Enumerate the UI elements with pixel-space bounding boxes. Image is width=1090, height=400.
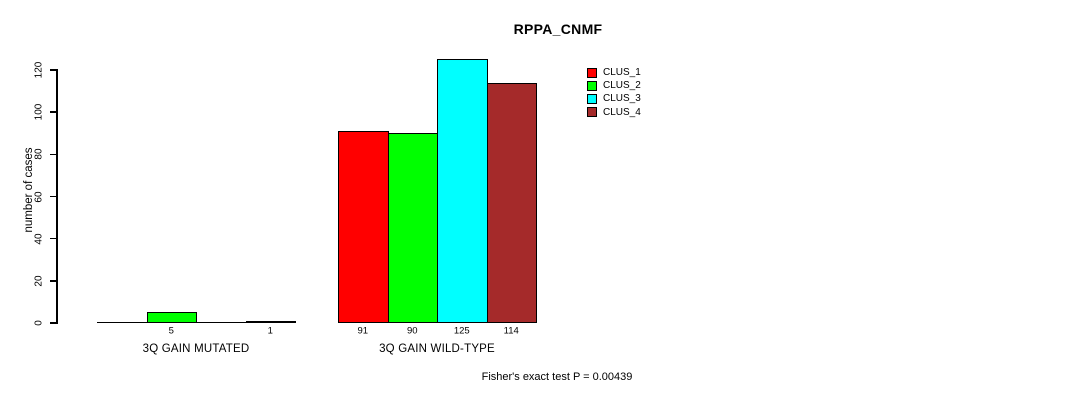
y-tick-mark [50,153,57,156]
legend-label-clus-2: CLUS_2 [603,80,641,92]
x-group-label-3q-gain-mutated: 3Q GAIN MUTATED [142,343,250,355]
legend-label-clus-4: CLUS_4 [603,106,641,118]
y-tick-label: 20 [33,275,45,287]
legend-item-clus-2: CLUS_2 [587,79,641,92]
legend-swatch-clus-1 [587,67,597,78]
bar-clus-2-3q-gain-mutated [146,312,197,323]
x-group-label-3q-gain-wild-type: 3Q GAIN WILD-TYPE [379,343,495,355]
bar-count-label: 90 [406,325,418,337]
bar-clus-3-3q-gain-wild-type [437,59,488,323]
legend-item-clus-4: CLUS_4 [587,106,641,119]
y-tick-mark [50,322,57,324]
fisher-test-annotation: Fisher's exact test P = 0.00439 [481,371,633,383]
y-tick-label: 0 [33,320,45,326]
legend-label-clus-1: CLUS_1 [603,67,641,78]
legend-label-clus-3: CLUS_3 [603,93,641,105]
y-tick-mark [50,69,57,71]
bar-count-label: 114 [503,325,519,337]
y-tick-label: 60 [33,190,45,203]
y-tick-label: 40 [33,233,45,245]
y-tick-mark [50,195,57,198]
legend-item-clus-3: CLUS_3 [587,92,641,105]
bar-count-label: 91 [357,325,369,337]
bar-count-label: 1 [267,325,273,337]
bar-clus-1-3q-gain-wild-type [338,131,389,323]
y-tick-mark [50,237,57,240]
bar-clus-4-3q-gain-mutated [245,320,296,323]
chart-title: RPPA_CNMF [513,21,603,37]
y-tick-label: 80 [33,148,45,160]
y-tick-mark [50,111,57,113]
bar-clus-2-3q-gain-wild-type [387,133,438,323]
legend-swatch-clus-4 [587,107,597,118]
bar-count-label: 125 [453,325,470,337]
y-tick-mark [50,280,57,282]
y-axis-title: number of cases [23,147,35,233]
y-tick-label: 100 [33,103,45,121]
y-tick-label: 120 [33,61,45,79]
bar-clus-1-3q-gain-mutated-zero [97,322,148,323]
bar-clus-4-3q-gain-wild-type [486,82,537,323]
legend-item-clus-1: CLUS_1 [587,66,641,79]
legend-swatch-clus-3 [587,93,597,104]
bar-count-label: 5 [168,325,174,337]
bar-clus-3-3q-gain-mutated-zero [196,322,247,323]
legend-swatch-clus-2 [587,80,597,91]
